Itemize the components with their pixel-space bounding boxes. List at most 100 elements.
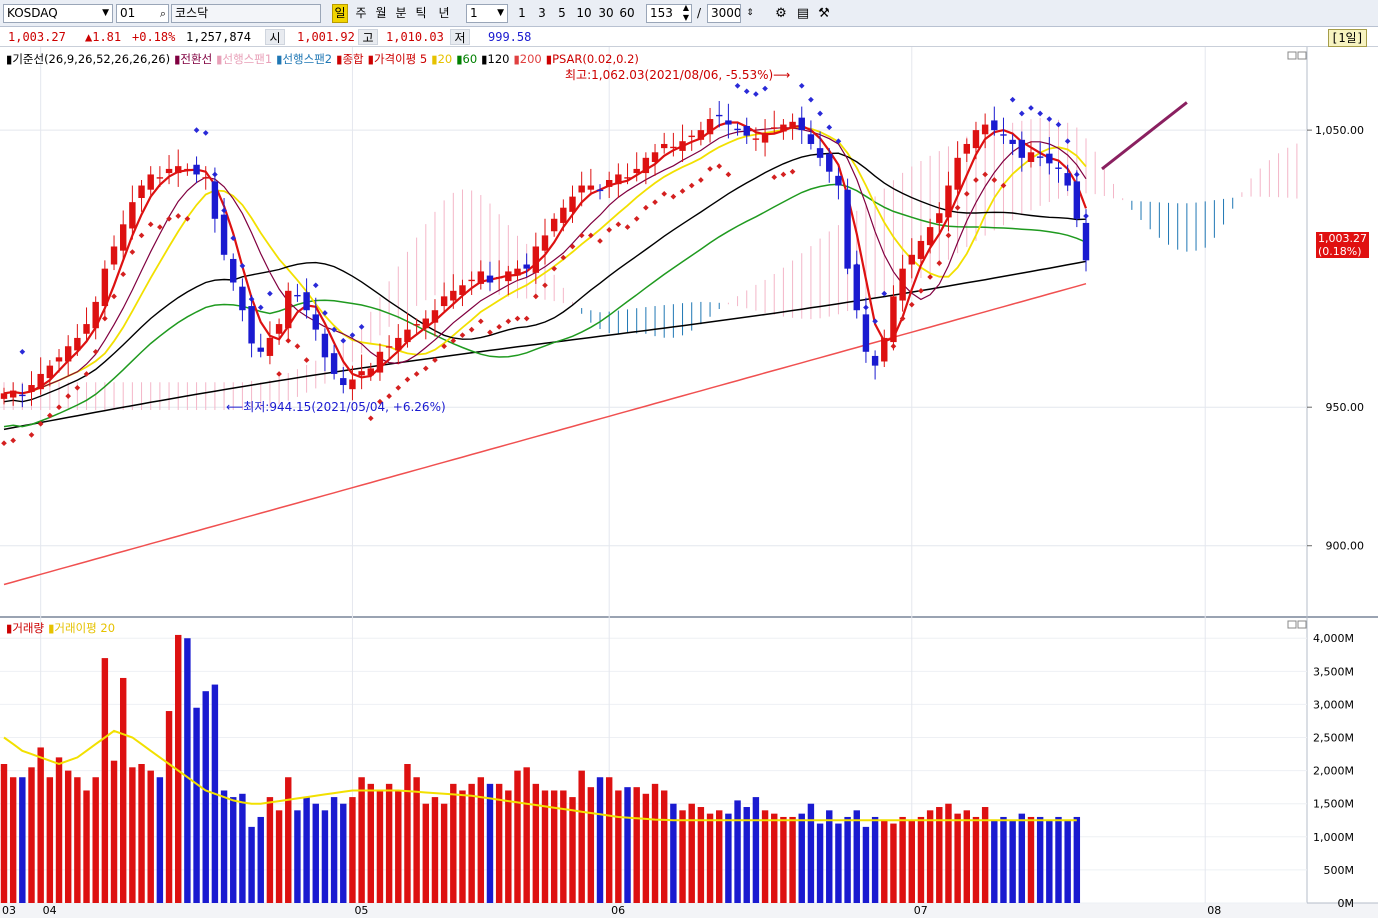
legend-item[interactable]: ▮20 (431, 52, 453, 66)
interval-10-button[interactable]: 10 (574, 4, 594, 23)
candle-body (963, 143, 971, 154)
interval-60-button[interactable]: 60 (617, 4, 637, 23)
volume-bar (560, 790, 567, 903)
interval-30-button[interactable]: 30 (596, 4, 616, 23)
symbol-select[interactable]: KOSDAQ ▼ (3, 4, 113, 23)
volume-bar (743, 807, 750, 903)
legend-item[interactable]: ▮가격이평 5 (367, 52, 428, 66)
candle-body (37, 373, 44, 390)
psar-dot (147, 221, 154, 228)
period-month-button[interactable]: 월 (373, 4, 389, 23)
print-icon[interactable]: ▤ (796, 6, 810, 21)
period-day-label: 일 (334, 6, 346, 20)
volume-bar (578, 770, 585, 903)
settings-gear-icon[interactable]: ⚙ (775, 6, 787, 21)
legend-item[interactable]: ▮120 (481, 52, 510, 66)
count-separator: / (695, 4, 703, 23)
volume-bar (110, 760, 118, 903)
period-year-button[interactable]: 년 (436, 4, 452, 23)
candle-body (743, 125, 750, 136)
code-input[interactable]: 01 ⌕ (116, 4, 169, 23)
legend-item[interactable]: ▮60 (456, 52, 478, 66)
high-label: 고 (358, 29, 378, 45)
volume-bar (156, 777, 164, 903)
volume-bar (138, 764, 145, 903)
volume-bar (697, 807, 705, 903)
price-panel (0, 47, 1307, 615)
psar-dot (422, 365, 429, 372)
candle-body (981, 124, 989, 135)
count-stepper[interactable]: 153 ▲ ▼ (646, 4, 692, 23)
interval-1-button[interactable]: 1 (515, 4, 529, 23)
tools-icon[interactable]: ⚒ (818, 6, 830, 21)
candle-body (367, 368, 374, 376)
candle-body (807, 134, 815, 144)
volume-bar (936, 807, 943, 903)
quote-high: 1,010.03 (386, 30, 444, 44)
psar-dot (28, 432, 35, 438)
chart-area[interactable]: 1,050.00 950.00 900.00 4,000M 3,500M 3,000M 2,… (0, 47, 1378, 918)
period-week-button[interactable]: 주 (353, 4, 369, 23)
interval-3-button[interactable]: 3 (535, 4, 549, 23)
candle-body (936, 213, 943, 223)
volume-bar (413, 777, 420, 903)
interval-5-button[interactable]: 5 (555, 4, 569, 23)
psar-dot (533, 293, 539, 300)
period-tick-button[interactable]: 틱 (413, 4, 429, 23)
legend-item[interactable]: ▮전환선 (174, 52, 213, 66)
legend-item[interactable]: ▮PSAR(0.02,0.2) (545, 52, 639, 66)
volume-bar (220, 790, 228, 903)
candle-body (871, 355, 879, 366)
volume-bar (569, 797, 576, 903)
legend-item[interactable]: ▮선행스팬2 (276, 52, 333, 66)
quote-price: 1,003.27 (8, 30, 66, 44)
total-expand-icon[interactable]: ⇕ (746, 8, 754, 18)
legend-item[interactable]: ▮200 (513, 52, 542, 66)
psar-dot (166, 215, 172, 222)
psar-dot (945, 232, 952, 239)
legend-item[interactable]: ▮선행스팬1 (216, 52, 273, 66)
close-icon[interactable] (1297, 51, 1307, 60)
volume-bar (945, 803, 952, 903)
legend-item[interactable]: ▮기준선(26,9,26,52,26,26,26) (6, 52, 171, 66)
total-input[interactable]: 3000 (707, 4, 741, 23)
candle-body (220, 214, 228, 255)
psar-dot (936, 260, 943, 266)
volume-bar (239, 793, 246, 903)
candle-body (560, 207, 567, 223)
legend-item[interactable]: ▮거래량 (6, 621, 45, 635)
psar-dot (523, 315, 530, 322)
period-badge[interactable]: [1일] (1328, 29, 1367, 47)
period-week-label: 주 (355, 6, 367, 20)
legend-item[interactable]: ▮종합 (336, 52, 364, 66)
volume-bar (505, 790, 512, 903)
volume-bar (1027, 816, 1035, 903)
maximize-icon[interactable] (1287, 620, 1297, 629)
volume-bar (349, 797, 356, 903)
period-day-button[interactable]: 일 (332, 4, 348, 23)
candle-body (532, 246, 540, 273)
candle-body (312, 314, 319, 330)
volume-bar (706, 813, 714, 903)
toolbar: KOSDAQ ▼ 01 ⌕ 코스닥 일 주 월 분 틱 년 1 ▼ 1 3 5 … (0, 0, 1378, 27)
volume-bar (175, 634, 182, 903)
x-tick-label: 05 (354, 904, 368, 917)
period-minute-label: 분 (395, 6, 407, 20)
volume-bar (422, 803, 430, 903)
close-icon[interactable] (1297, 620, 1307, 629)
volume-bar (193, 707, 200, 903)
psar-dot (120, 271, 127, 278)
candle-body (303, 292, 310, 311)
period-minute-button[interactable]: 분 (393, 4, 409, 23)
stepper-arrows-icon[interactable]: ▲ ▼ (682, 4, 689, 22)
search-icon[interactable]: ⌕ (159, 7, 166, 20)
candle-body (881, 337, 888, 362)
maximize-icon[interactable] (1287, 51, 1297, 60)
interval-select[interactable]: 1 ▼ (466, 4, 508, 23)
chevron-down-icon: ▼ (102, 8, 109, 18)
low-label: 저 (450, 29, 470, 45)
psar-dot (386, 393, 392, 399)
volume-bar (642, 793, 650, 903)
y-tick-label: 1,500M (1313, 798, 1354, 811)
legend-item[interactable]: ▮거래이평 20 (48, 621, 116, 635)
